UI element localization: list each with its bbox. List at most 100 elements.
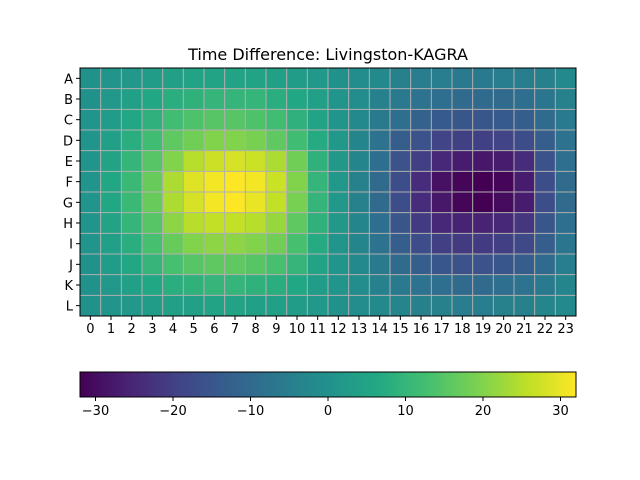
heatmap-cell: [390, 171, 412, 193]
heatmap-cell: [410, 88, 432, 110]
x-tick-label: 18: [454, 322, 471, 337]
heatmap-cell: [534, 68, 556, 90]
x-tick-label: 2: [128, 322, 136, 337]
heatmap-cell: [162, 295, 184, 317]
heatmap-cell: [493, 88, 515, 110]
heatmap-cell: [472, 88, 494, 110]
heatmap-cell: [224, 233, 246, 255]
heatmap-cell: [204, 109, 226, 131]
heatmap-cell: [348, 212, 370, 234]
y-tick-label: H: [63, 217, 73, 232]
heatmap-cell: [121, 150, 143, 172]
heatmap-cell: [245, 150, 267, 172]
heatmap-cell: [555, 212, 577, 234]
heatmap-cell: [555, 233, 577, 255]
heatmap-cell: [204, 254, 226, 276]
heatmap-cell: [142, 130, 164, 152]
y-tick-label: E: [65, 155, 73, 170]
heatmap-cell: [493, 233, 515, 255]
heatmap-cell: [452, 109, 474, 131]
heatmap-cell: [80, 192, 102, 214]
heatmap-cell: [493, 192, 515, 214]
colorbar-tick-label: 30: [552, 404, 569, 419]
heatmap-cell: [121, 130, 143, 152]
heatmap-cell: [514, 274, 536, 296]
heatmap-cell: [328, 68, 350, 90]
heatmap-cell: [307, 130, 329, 152]
heatmap-cell: [266, 295, 288, 317]
heatmap-cell: [390, 68, 412, 90]
heatmap-cell: [472, 68, 494, 90]
heatmap-cell: [183, 192, 205, 214]
heatmap-cell: [493, 171, 515, 193]
heatmap-cell: [472, 192, 494, 214]
heatmap-cell: [286, 192, 308, 214]
x-tick-label: 6: [210, 322, 218, 337]
heatmap-cell: [121, 68, 143, 90]
heatmap-cell: [121, 254, 143, 276]
colorbar-tick-label: −10: [237, 404, 264, 419]
heatmap-cell: [224, 68, 246, 90]
heatmap-cell: [328, 130, 350, 152]
x-tick-label: 20: [495, 322, 512, 337]
heatmap-cell: [224, 130, 246, 152]
colorbar-ticks: −30 −20 −10 0 10 20 30: [82, 397, 569, 419]
heatmap-cell: [472, 254, 494, 276]
heatmap-cell: [204, 150, 226, 172]
heatmap-cell: [80, 68, 102, 90]
heatmap-cell: [555, 130, 577, 152]
heatmap-cell: [100, 68, 122, 90]
heatmap-cell: [245, 274, 267, 296]
heatmap-cell: [142, 295, 164, 317]
heatmap-cell: [286, 130, 308, 152]
heatmap-cell: [390, 212, 412, 234]
colorbar: [79, 371, 577, 398]
heatmap-cell: [410, 109, 432, 131]
heatmap-cell: [410, 150, 432, 172]
heatmap-cell: [348, 150, 370, 172]
heatmap-cell: [369, 233, 391, 255]
heatmap-cell: [307, 68, 329, 90]
heatmap-cell: [493, 68, 515, 90]
heatmap-cell: [224, 192, 246, 214]
heatmap-cell: [121, 192, 143, 214]
heatmap-cell: [121, 274, 143, 296]
heatmap-cell: [431, 274, 453, 296]
heatmap-cell: [328, 212, 350, 234]
heatmap-cell: [162, 68, 184, 90]
heatmap-cell: [431, 192, 453, 214]
heatmap-cell: [142, 254, 164, 276]
heatmap-cell: [348, 192, 370, 214]
heatmap-cell: [369, 295, 391, 317]
heatmap-cell: [493, 212, 515, 234]
heatmap-cell: [80, 274, 102, 296]
heatmap-cell: [245, 130, 267, 152]
heatmap-cell: [100, 254, 122, 276]
colorbar-tick-label: 0: [324, 404, 332, 419]
heatmap-cell: [162, 171, 184, 193]
heatmap-cell: [286, 150, 308, 172]
heatmap-cell: [410, 233, 432, 255]
heatmap-cell: [80, 130, 102, 152]
heatmap-cell: [431, 88, 453, 110]
heatmap-cell: [328, 295, 350, 317]
heatmap-cell: [348, 233, 370, 255]
y-tick-label: J: [68, 258, 73, 273]
heatmap-cell: [493, 254, 515, 276]
heatmap-cell: [100, 295, 122, 317]
heatmap-cell: [514, 212, 536, 234]
heatmap-cell: [410, 212, 432, 234]
heatmap-cell: [204, 212, 226, 234]
x-tick-label: 13: [351, 322, 368, 337]
colorbar-tick-label: 10: [397, 404, 414, 419]
heatmap-cell: [348, 254, 370, 276]
heatmap-cell: [410, 130, 432, 152]
heatmap-cell: [369, 254, 391, 276]
y-tick-label: I: [69, 238, 73, 253]
heatmap-cell: [204, 130, 226, 152]
heatmap-cell: [307, 254, 329, 276]
y-tick-label: L: [66, 300, 74, 315]
heatmap-cell: [431, 171, 453, 193]
